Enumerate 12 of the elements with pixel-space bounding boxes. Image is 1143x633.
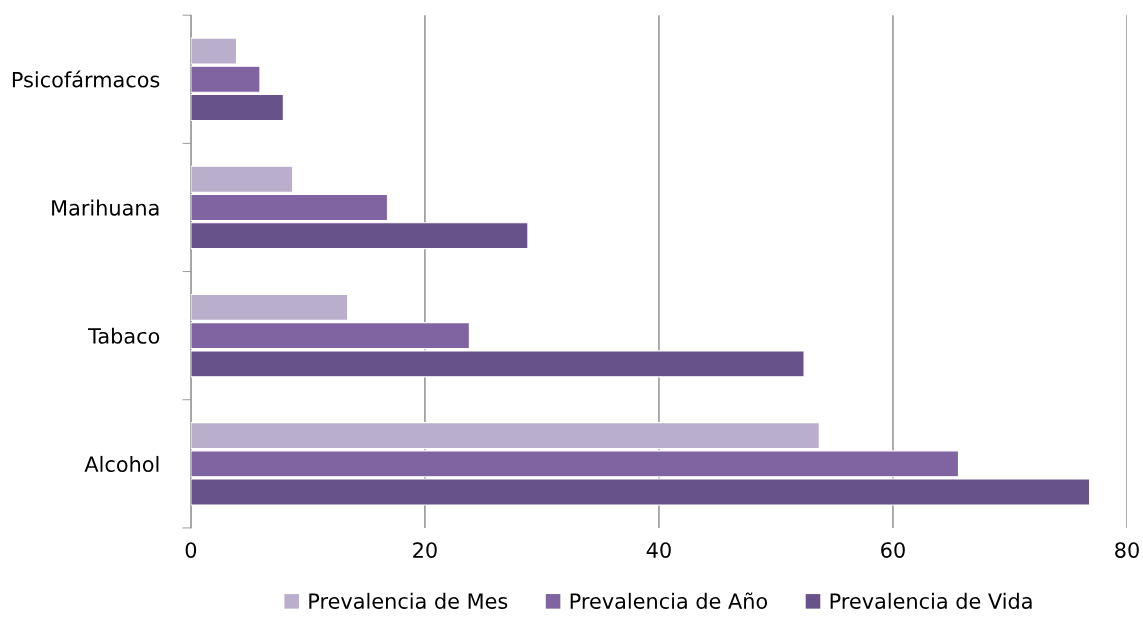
legend-label: Prevalencia de Mes [309, 592, 508, 609]
y-tick-label: Alcohol [84, 455, 159, 473]
x-tick-label: 20 [413, 542, 437, 558]
x-tick-label: 80 [1115, 542, 1139, 558]
x-tick-label: 0 [185, 542, 197, 558]
x-tick-label: 40 [646, 542, 671, 558]
y-tick-label: Marihuana [52, 199, 159, 216]
x-tick-label: 60 [881, 542, 905, 558]
y-tick-label: Tabaco [88, 327, 160, 344]
legend-label: Prevalencia de Año [570, 592, 768, 609]
legend-label: Prevalencia de Vida [830, 592, 1032, 609]
y-tick-label: Psicofármacos [12, 70, 160, 88]
